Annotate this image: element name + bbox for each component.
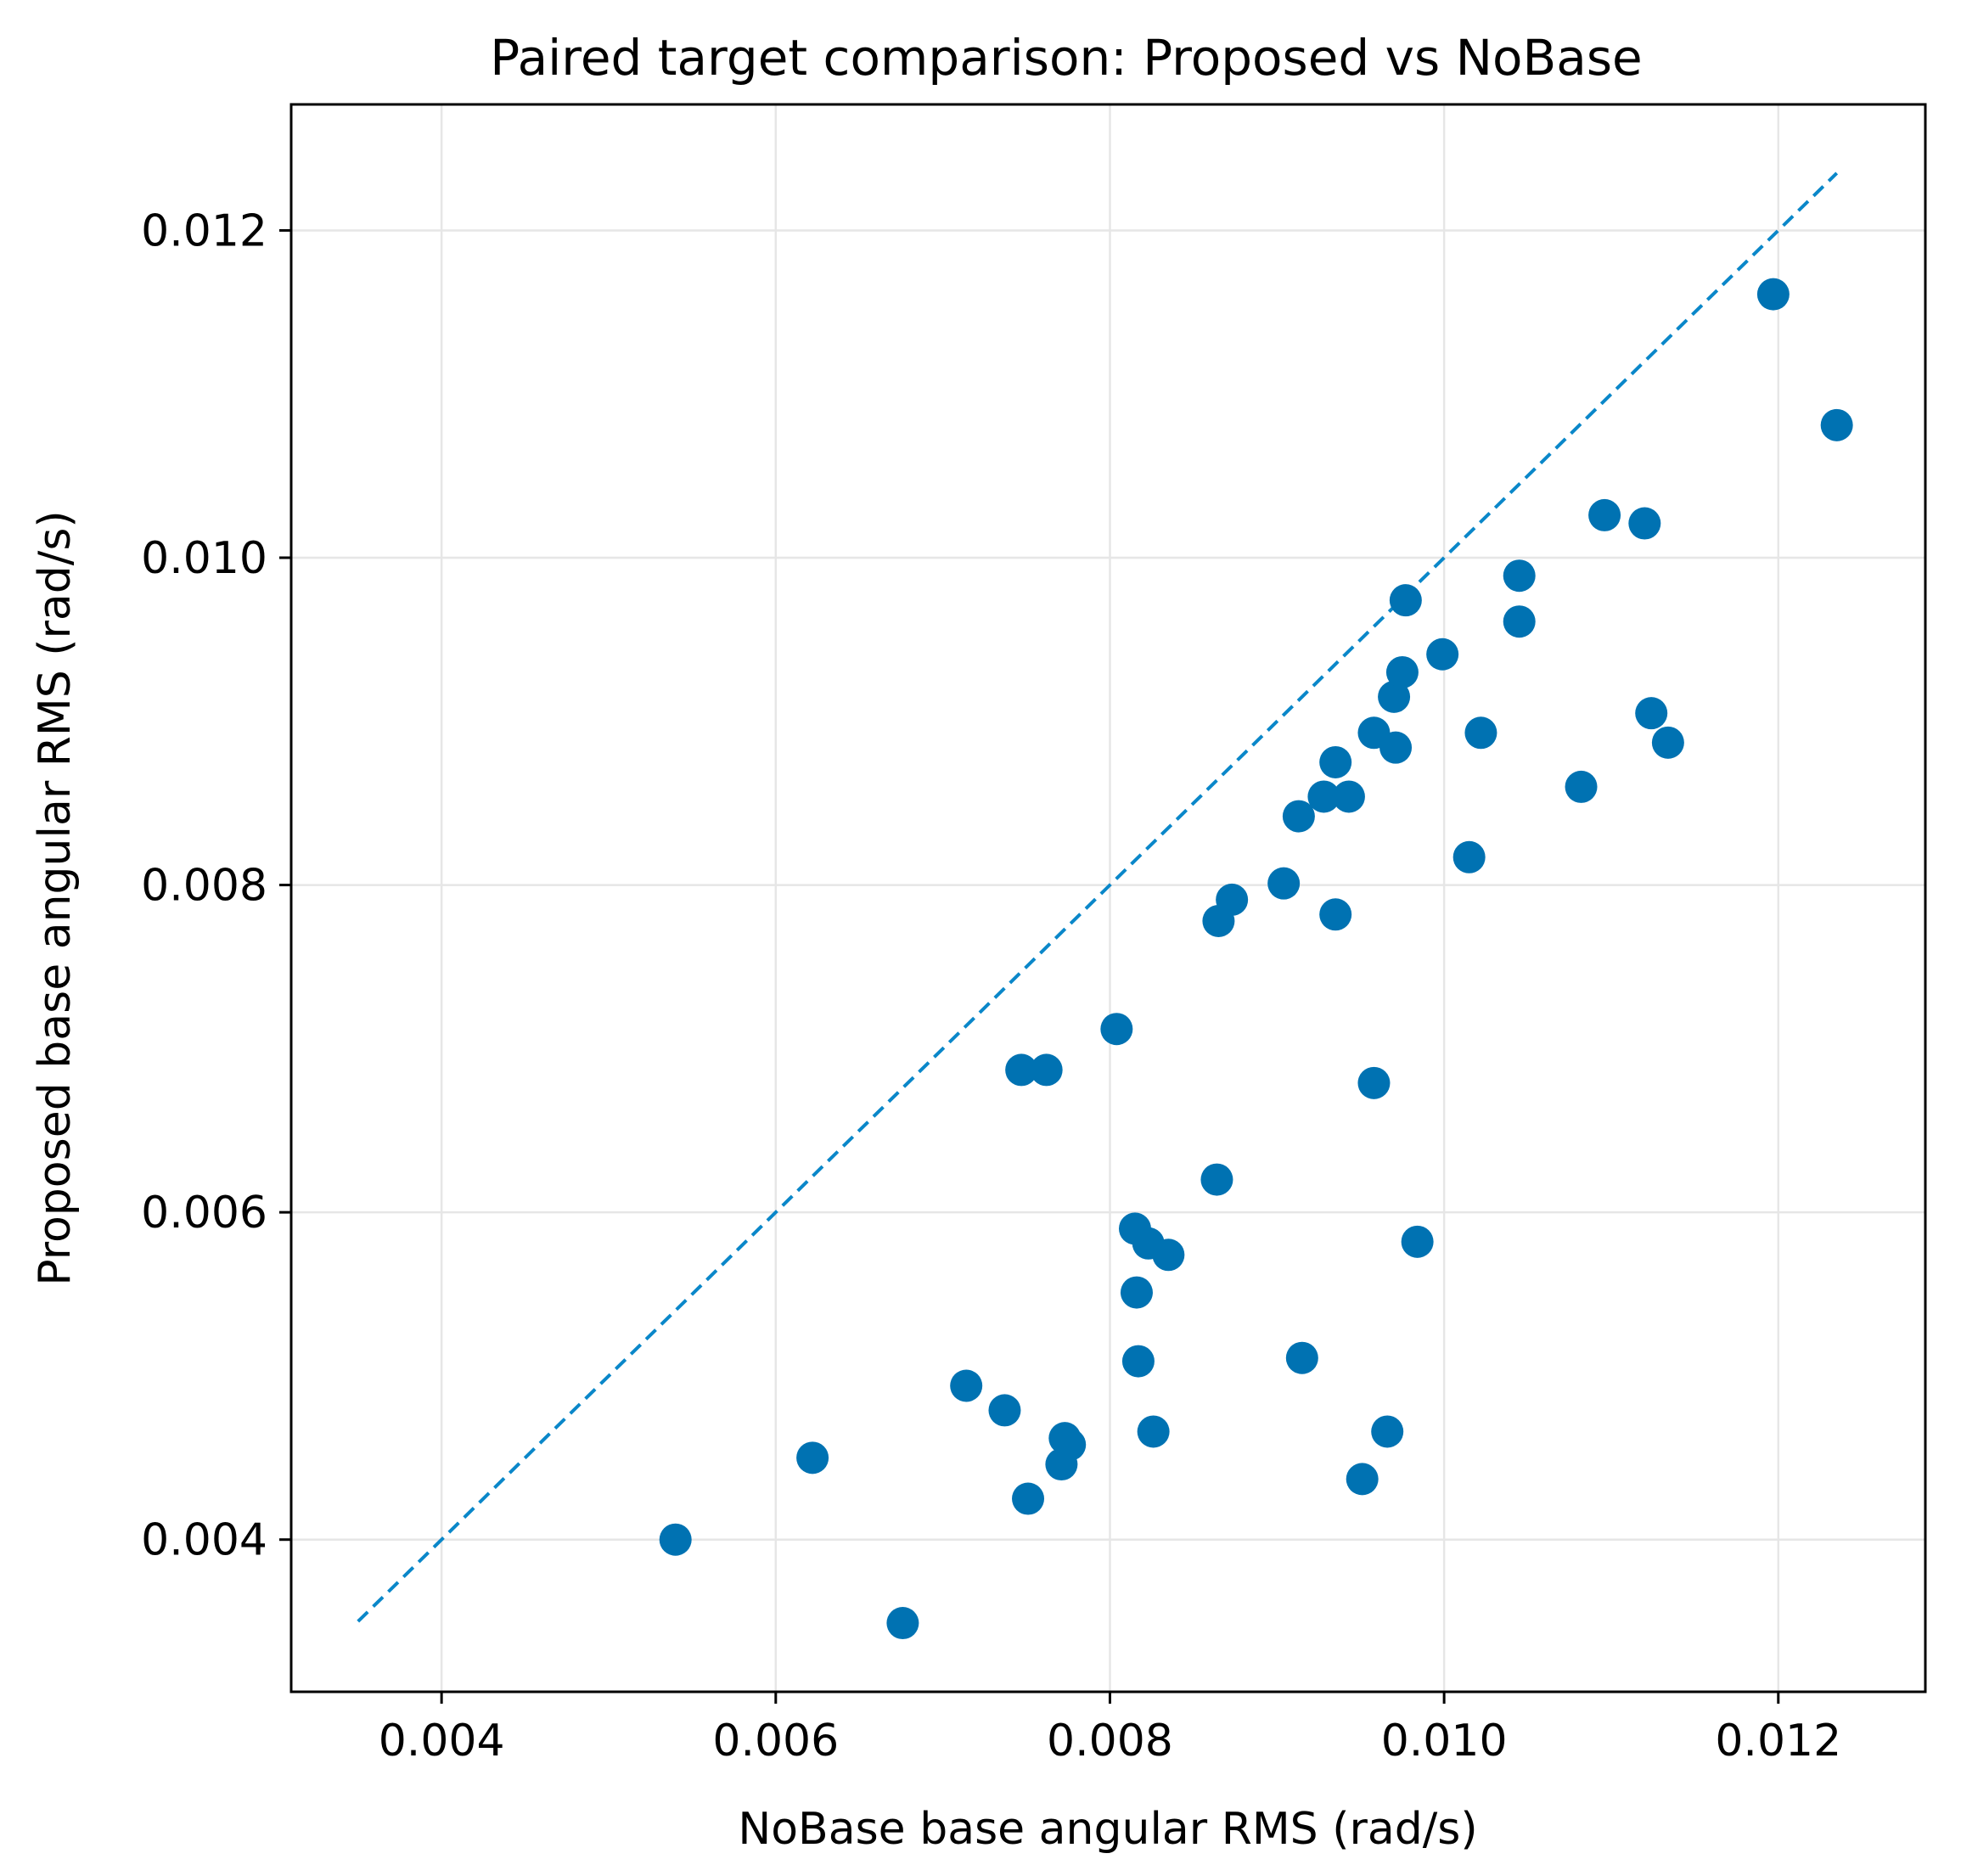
- x-axis-label: NoBase base angular RMS (rad/s): [738, 1804, 1477, 1855]
- data-point: [1378, 680, 1411, 713]
- x-tick-label: 0.006: [712, 1716, 839, 1766]
- x-axis-ticks: 0.004 0.006 0.008 0.010 0.012: [379, 1692, 1841, 1766]
- data-point: [1285, 1341, 1318, 1374]
- data-point: [1120, 1276, 1153, 1309]
- data-point: [659, 1523, 692, 1556]
- data-point: [1282, 800, 1315, 833]
- data-point: [1357, 1066, 1391, 1099]
- data-point: [1379, 731, 1413, 764]
- data-point: [1054, 1428, 1087, 1461]
- plot-frame: [289, 103, 1927, 1693]
- y-tick-label: 0.012: [141, 205, 267, 256]
- data-point: [1307, 780, 1340, 813]
- data-point: [1756, 278, 1790, 311]
- data-point: [796, 1441, 829, 1474]
- reference-line-layer: [357, 171, 1839, 1623]
- data-point: [1389, 584, 1422, 617]
- data-point: [1635, 697, 1668, 730]
- chart-title: Paired target comparison: Proposed vs No…: [490, 29, 1643, 87]
- y-tick-label: 0.008: [141, 861, 267, 912]
- data-point: [1346, 1463, 1379, 1496]
- data-point: [886, 1607, 919, 1640]
- data-point: [1121, 1345, 1155, 1378]
- data-point: [1820, 408, 1853, 441]
- data-point: [1401, 1225, 1434, 1258]
- x-tick-label: 0.012: [1715, 1716, 1841, 1766]
- data-point: [1503, 605, 1536, 638]
- data-point: [988, 1394, 1021, 1427]
- data-point: [1005, 1053, 1038, 1087]
- data-point: [1267, 867, 1301, 900]
- data-point: [1371, 1415, 1404, 1448]
- data-point: [1030, 1053, 1063, 1087]
- data-points: [659, 278, 1853, 1640]
- y-tick-label: 0.010: [141, 533, 267, 584]
- reference-line: [357, 171, 1839, 1623]
- y-axis-label: Proposed base angular RMS (rad/s): [30, 510, 81, 1285]
- y-axis-ticks: 0.004 0.006 0.008 0.010 0.012: [141, 205, 291, 1566]
- data-point: [1332, 780, 1365, 813]
- data-point: [1012, 1482, 1045, 1515]
- data-point: [1565, 770, 1598, 803]
- data-point: [1452, 840, 1486, 873]
- data-point: [1319, 745, 1352, 778]
- data-point: [1651, 726, 1684, 759]
- data-point: [1588, 498, 1621, 531]
- y-tick-label: 0.004: [141, 1515, 267, 1566]
- x-tick-label: 0.010: [1381, 1716, 1508, 1766]
- data-point: [1216, 883, 1249, 916]
- grid-lines: [291, 104, 1925, 1692]
- data-point: [1628, 507, 1661, 540]
- data-point: [1464, 716, 1497, 750]
- data-point: [1100, 1013, 1133, 1046]
- x-tick-label: 0.008: [1047, 1716, 1173, 1766]
- data-point: [1319, 898, 1352, 931]
- data-point: [1385, 655, 1419, 688]
- data-point: [950, 1369, 983, 1402]
- data-point: [1137, 1415, 1170, 1448]
- data-point: [1426, 638, 1459, 671]
- y-tick-label: 0.006: [141, 1188, 267, 1238]
- data-point: [1503, 559, 1536, 593]
- x-tick-label: 0.004: [379, 1716, 505, 1766]
- data-point: [1152, 1238, 1185, 1272]
- data-point: [1200, 1163, 1233, 1196]
